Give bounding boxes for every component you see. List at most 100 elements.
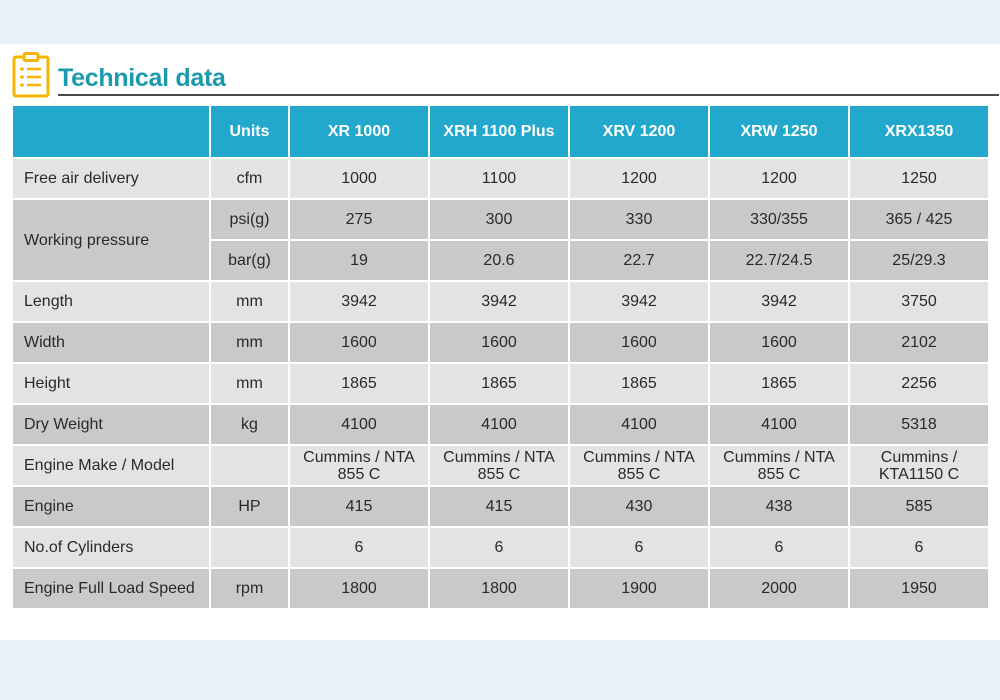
engine-make-line: Cummins / [880,448,958,466]
engine-make-line: Cummins / NTA [303,448,415,466]
title-row: Technical data [10,48,999,98]
value-cell: 1865 [710,364,848,403]
value-cell: 365 / 425 [850,200,988,239]
value-cell: 415 [430,487,568,526]
value-cell: 25/29.3 [850,241,988,280]
title-underline [58,94,999,96]
row-label: No.of Cylinders [13,528,209,567]
value-cell: Cummins / NTA 855 C [710,446,848,485]
value-cell: 1000 [290,159,428,198]
engine-model-line: 855 C [757,465,801,483]
header-model: XRH 1100 Plus [430,106,568,157]
engine-model-line: 855 C [477,465,521,483]
table-row: Engine Make / Model Cummins / NTA 855 C C… [13,446,988,485]
value-cell: 300 [430,200,568,239]
table-row: Dry Weight kg 4100 4100 4100 4100 5318 [13,405,988,444]
value-cell: 6 [710,528,848,567]
table-row: Working pressure psi(g) 275 300 330 330/… [13,200,988,280]
value-cell: 1100 [430,159,568,198]
header-model: XRW 1250 [710,106,848,157]
row-label: Dry Weight [13,405,209,444]
value-cell: 6 [290,528,428,567]
value-cell: 1600 [710,323,848,362]
value-cell: 4100 [570,405,708,444]
value-cell: 275 [290,200,428,239]
page-title: Technical data [58,64,226,92]
value-cell: 1800 [430,569,568,608]
value-cell: 1865 [430,364,568,403]
value-cell: 1200 [570,159,708,198]
engine-make-line: Cummins / NTA [723,448,835,466]
value-cell: 3942 [710,282,848,321]
unit-cell: kg [211,405,288,444]
row-label: Engine [13,487,209,526]
value-cell: 6 [850,528,988,567]
value-cell: 330/355 [710,200,848,239]
unit-cell: mm [211,323,288,362]
value-cell: 1200 [710,159,848,198]
spec-table: Units XR 1000 XRH 1100 Plus XRV 1200 XRW… [11,104,990,610]
value-cell: 3750 [850,282,988,321]
value-cell: 19 [290,241,428,280]
table-row: Engine Full Load Speed rpm 1800 1800 190… [13,569,988,608]
value-cell: 1250 [850,159,988,198]
value-cell: 330 [570,200,708,239]
engine-model-line: 855 C [617,465,661,483]
value-cell: 1865 [570,364,708,403]
engine-make-line: Cummins / NTA [443,448,555,466]
header-model: XRX1350 [850,106,988,157]
value-cell: 4100 [290,405,428,444]
engine-model-line: 855 C [337,465,381,483]
table-row: No.of Cylinders 6 6 6 6 6 [13,528,988,567]
unit-cell: mm [211,282,288,321]
unit-cell: bar(g) [211,241,288,280]
unit-cell: psi(g) [211,200,288,239]
header-empty [13,106,209,157]
slide: Technical data Units XR 1000 XRH 1100 Pl… [0,44,1000,640]
value-cell: 2000 [710,569,848,608]
unit-cell: cfm [211,159,288,198]
row-label: Engine Full Load Speed [13,569,209,608]
unit-cell [211,528,288,567]
value-cell: 2102 [850,323,988,362]
value-cell: 20.6 [430,241,568,280]
value-cell: 3942 [570,282,708,321]
unit-cell: HP [211,487,288,526]
value-cell: 4100 [430,405,568,444]
value-cell: 22.7 [570,241,708,280]
table-row: Height mm 1865 1865 1865 1865 2256 [13,364,988,403]
value-cell: 2256 [850,364,988,403]
row-label: Length [13,282,209,321]
value-cell: 1600 [290,323,428,362]
value-cell: 4100 [710,405,848,444]
table-row: bar(g) 19 20.6 22.7 22.7/24.5 25/29.3 [13,241,988,280]
value-cell: 6 [570,528,708,567]
value-cell: 1800 [290,569,428,608]
value-cell: Cummins / KTA1150 C [850,446,988,485]
row-label: Working pressure [13,200,209,280]
header-model: XRV 1200 [570,106,708,157]
value-cell: 1950 [850,569,988,608]
table-row: Free air delivery cfm 1000 1100 1200 120… [13,159,988,198]
row-label: Width [13,323,209,362]
header-model: XR 1000 [290,106,428,157]
value-cell: 1900 [570,569,708,608]
value-cell: 22.7/24.5 [710,241,848,280]
value-cell: 430 [570,487,708,526]
value-cell: 1600 [570,323,708,362]
value-cell: 585 [850,487,988,526]
value-cell: 1600 [430,323,568,362]
row-label: Engine Make / Model [13,446,209,485]
header-row: Units XR 1000 XRH 1100 Plus XRV 1200 XRW… [13,106,988,157]
header-units: Units [211,106,288,157]
table-row: Length mm 3942 3942 3942 3942 3750 [13,282,988,321]
engine-model-line: KTA1150 C [878,465,960,483]
value-cell: 3942 [290,282,428,321]
value-cell: 438 [710,487,848,526]
clipboard-icon [12,52,50,98]
unit-cell: rpm [211,569,288,608]
value-cell: 415 [290,487,428,526]
row-label: Height [13,364,209,403]
unit-cell [211,446,288,485]
row-label: Free air delivery [13,159,209,198]
